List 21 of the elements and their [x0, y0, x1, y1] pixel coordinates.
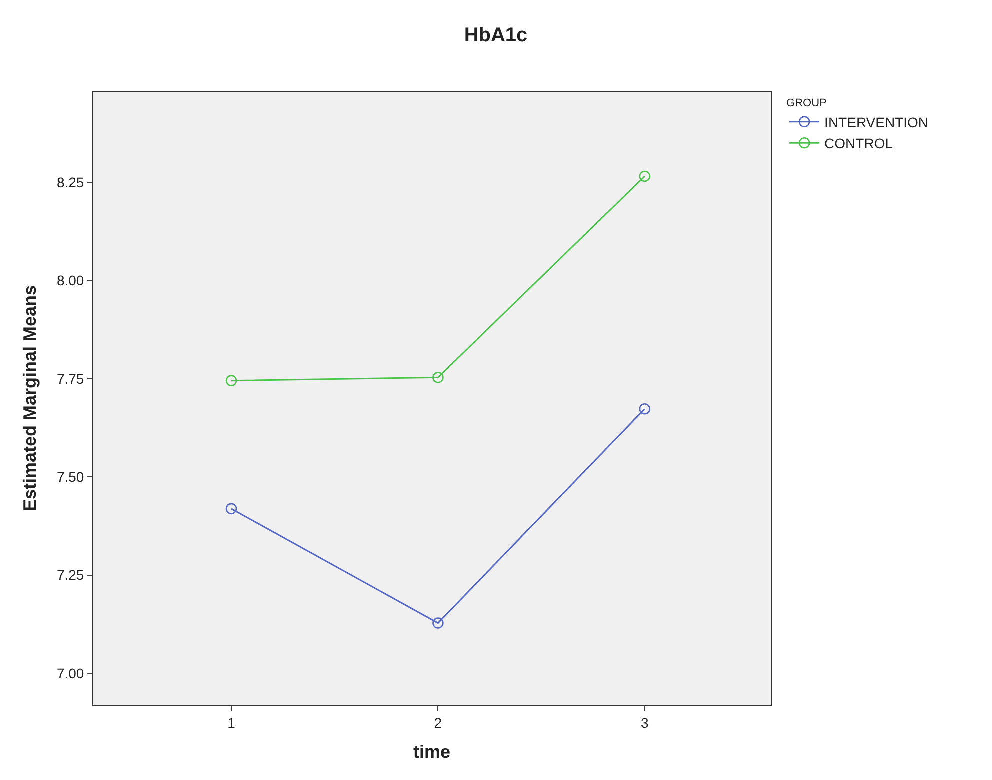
point	[432, 618, 444, 629]
x-tick-label: 2	[434, 714, 442, 731]
point	[639, 403, 651, 415]
x-axis-title: time	[413, 742, 451, 762]
y-tick-label: 8.00	[56, 272, 84, 289]
legend-label: INTERVENTION	[824, 114, 929, 130]
y-tick-label: 8.25	[56, 174, 84, 190]
point	[226, 503, 238, 515]
y-tick-label: 7.75	[56, 370, 84, 387]
y-tick-label: 7.25	[56, 567, 84, 584]
chart-title: HbA1c	[464, 24, 528, 46]
point	[226, 375, 238, 386]
legend-label: CONTROL	[824, 136, 894, 152]
x-tick-label: 1	[228, 714, 236, 731]
point	[639, 170, 651, 182]
x-tick-label: 3	[641, 714, 650, 731]
y-axis-title: Estimated Marginal Means	[20, 285, 40, 512]
point	[432, 372, 444, 384]
legend-title: GROUP	[786, 97, 827, 110]
y-tick-label: 7.00	[56, 665, 84, 682]
y-tick-label: 7.50	[56, 468, 84, 485]
